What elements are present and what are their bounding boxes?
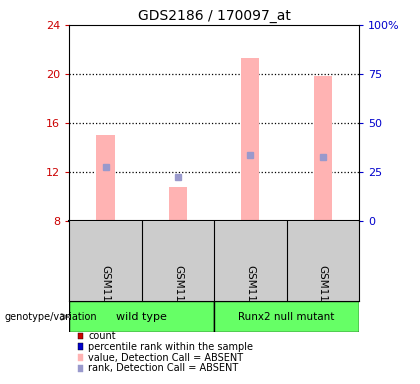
Text: count: count [88, 331, 116, 341]
Text: genotype/variation: genotype/variation [4, 312, 97, 322]
Bar [169, 187, 187, 221]
Text: GSM110249: GSM110249 [173, 265, 183, 328]
Bar [69, 301, 214, 332]
Bar [97, 135, 115, 221]
Title: GDS2186 / 170097_at: GDS2186 / 170097_at [138, 8, 291, 23]
Bar [314, 76, 332, 221]
Text: Runx2 null mutant: Runx2 null mutant [239, 312, 335, 322]
Text: percentile rank within the sample: percentile rank within the sample [88, 342, 253, 352]
Text: GSM110251: GSM110251 [318, 265, 328, 328]
Text: wild type: wild type [116, 312, 167, 322]
Bar [214, 301, 359, 332]
Text: GSM110248: GSM110248 [100, 265, 110, 328]
Text: GSM110250: GSM110250 [245, 265, 255, 328]
Bar [241, 58, 260, 221]
Text: value, Detection Call = ABSENT: value, Detection Call = ABSENT [88, 353, 243, 362]
Text: rank, Detection Call = ABSENT: rank, Detection Call = ABSENT [88, 363, 238, 373]
